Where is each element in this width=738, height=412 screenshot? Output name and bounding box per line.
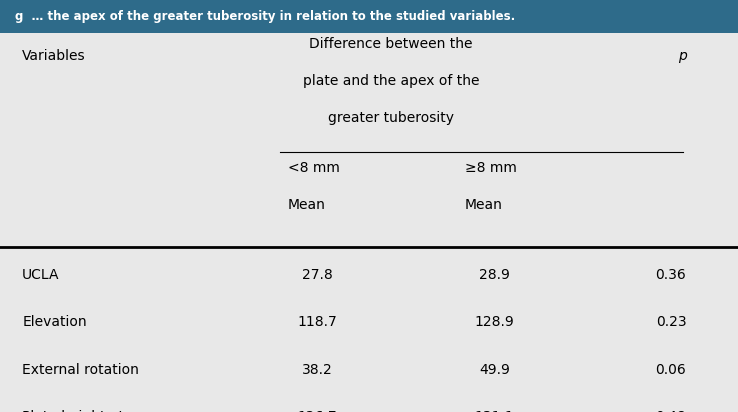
Text: 28.9: 28.9 <box>479 268 510 282</box>
Text: 38.2: 38.2 <box>302 363 333 377</box>
Text: 126.7: 126.7 <box>297 410 337 412</box>
Text: p: p <box>677 49 686 63</box>
Text: External rotation: External rotation <box>22 363 139 377</box>
Text: ≥8 mm: ≥8 mm <box>465 161 517 175</box>
Text: Plate height at: Plate height at <box>22 410 124 412</box>
Text: 128.9: 128.9 <box>475 315 514 329</box>
Text: greater tuberosity: greater tuberosity <box>328 111 454 125</box>
Text: <8 mm: <8 mm <box>288 161 339 175</box>
Text: 0.48: 0.48 <box>655 410 686 412</box>
Text: plate and the apex of the: plate and the apex of the <box>303 74 480 88</box>
Text: g  … the apex of the greater tuberosity in relation to the studied variables.: g … the apex of the greater tuberosity i… <box>15 10 515 23</box>
Text: UCLA: UCLA <box>22 268 60 282</box>
Text: Difference between the: Difference between the <box>309 37 473 51</box>
Text: Variables: Variables <box>22 49 86 63</box>
Text: 131.1: 131.1 <box>475 410 514 412</box>
Text: 118.7: 118.7 <box>297 315 337 329</box>
Text: 0.06: 0.06 <box>655 363 686 377</box>
Text: Mean: Mean <box>465 198 503 212</box>
Text: 49.9: 49.9 <box>479 363 510 377</box>
Text: 0.23: 0.23 <box>656 315 686 329</box>
Text: Mean: Mean <box>288 198 325 212</box>
Text: Elevation: Elevation <box>22 315 87 329</box>
Text: 27.8: 27.8 <box>302 268 333 282</box>
Text: 0.36: 0.36 <box>655 268 686 282</box>
FancyBboxPatch shape <box>0 0 738 33</box>
